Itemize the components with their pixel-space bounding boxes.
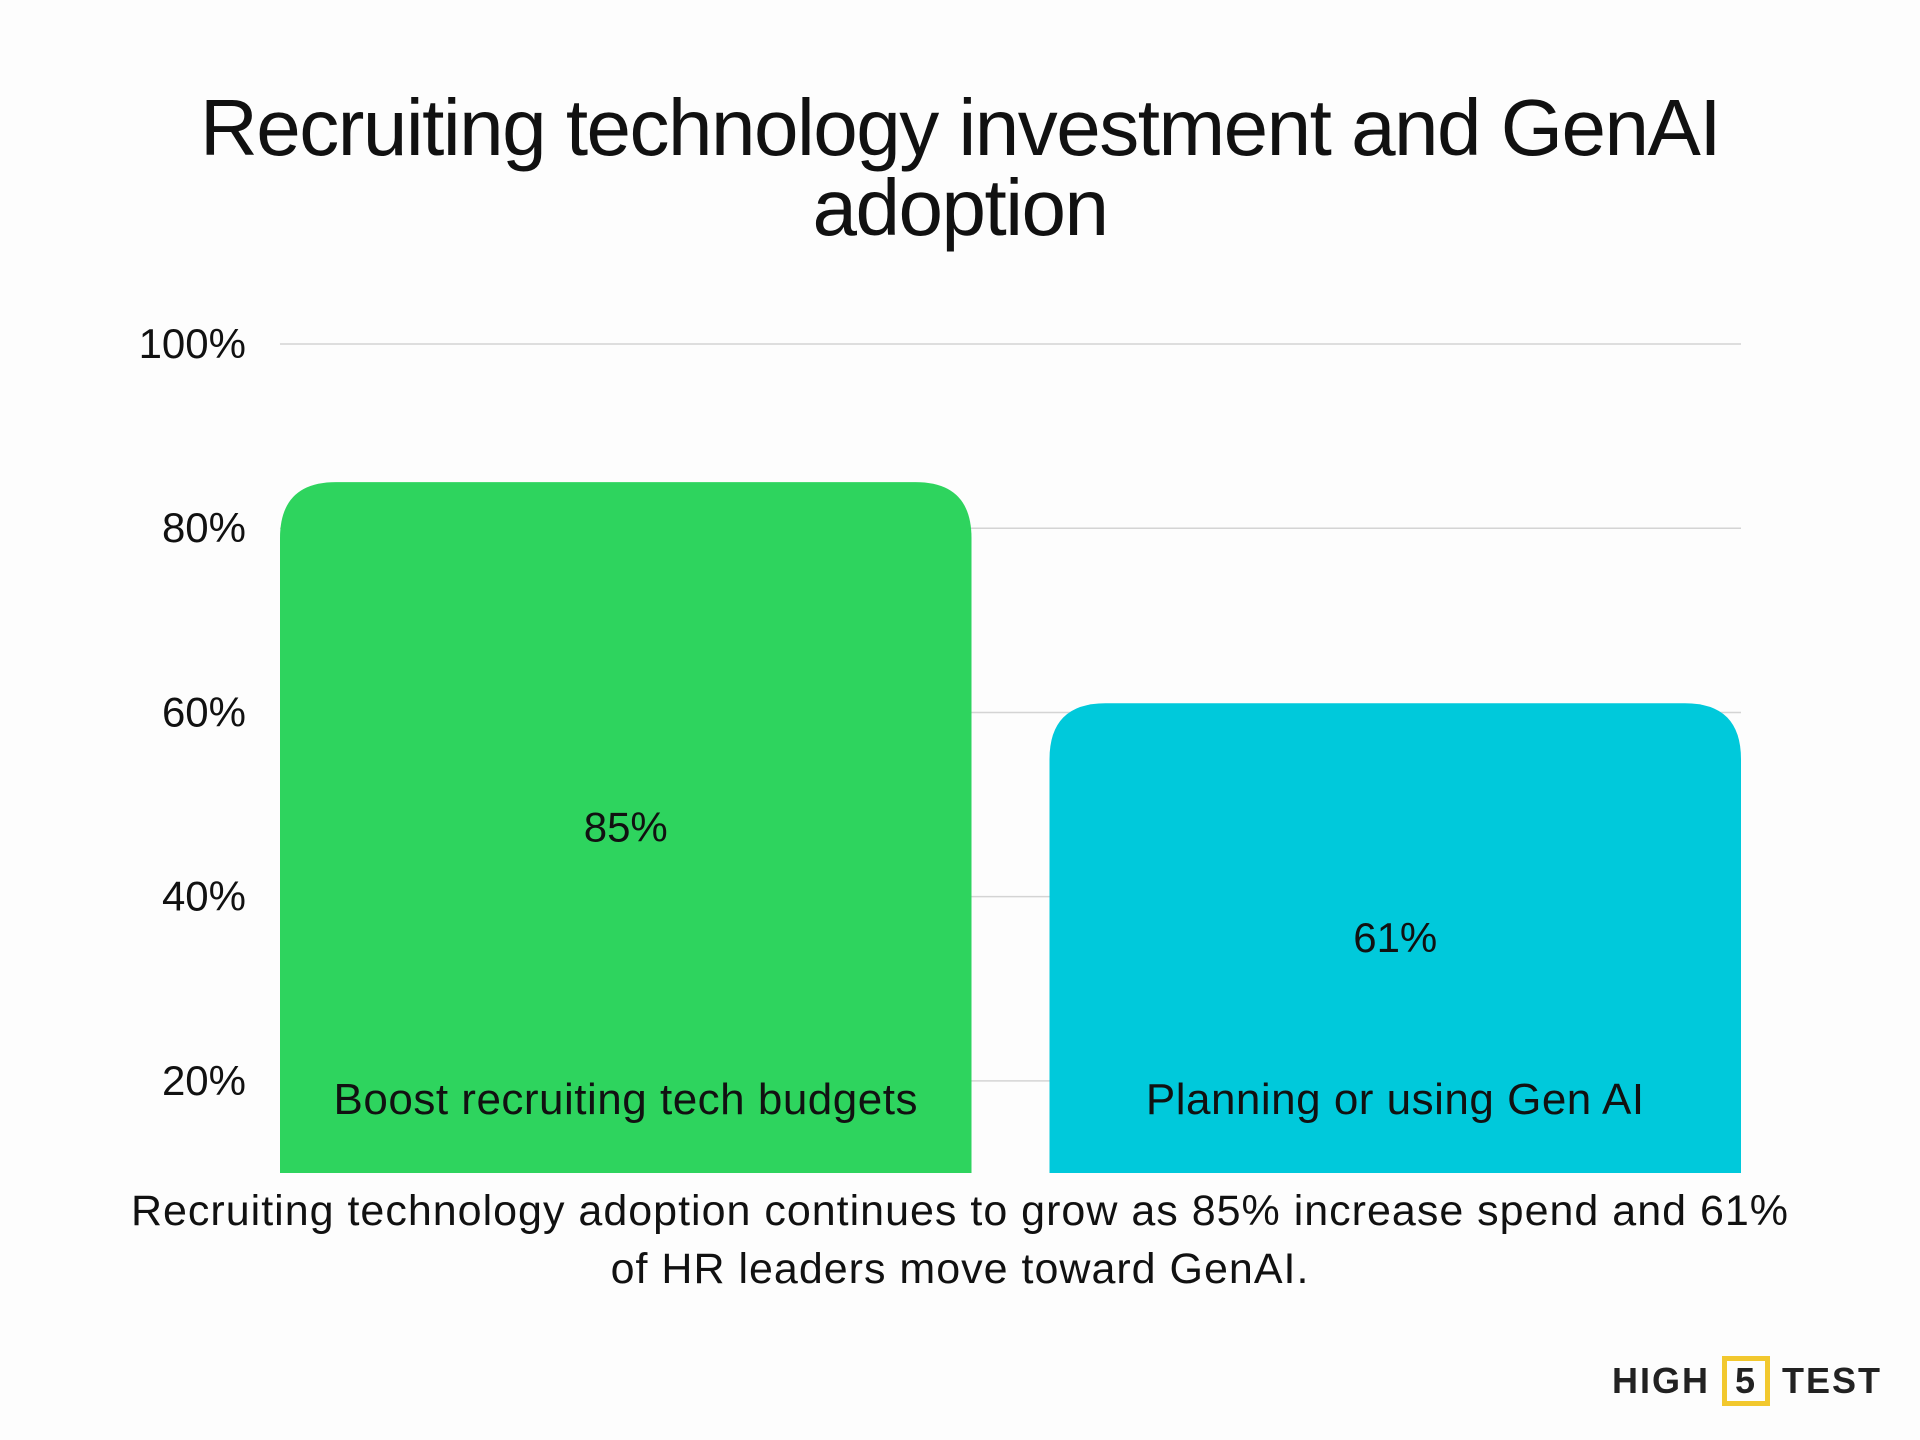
chart-caption: Recruiting technology adoption continues…	[130, 1187, 1790, 1293]
bar-data-label: 61%	[1353, 914, 1437, 961]
bar	[280, 482, 972, 1174]
y-tick-label: 60%	[162, 688, 246, 735]
chart-title: Recruiting technology investment and Gen…	[60, 88, 1860, 248]
bar-chart: 20% 40% 60% 80% 100% 85% Boost recruiting tech…	[139, 320, 1741, 1174]
y-tick-label: 100%	[139, 320, 246, 367]
bar	[1049, 703, 1741, 1173]
x-category-label: Planning or using Gen AI	[1146, 1075, 1645, 1124]
logo-text-5: 5	[1722, 1356, 1771, 1406]
title-line-2: adoption	[812, 163, 1109, 252]
bar-data-label: 85%	[584, 804, 668, 851]
high5test-logo: HIGH 5 TEST	[1612, 1356, 1882, 1406]
y-tick-label: 80%	[162, 504, 246, 551]
y-tick-label: 40%	[162, 873, 246, 920]
x-category-label: Boost recruiting tech budgets	[334, 1075, 918, 1124]
logo-text-high: HIGH	[1612, 1360, 1710, 1401]
title-line-1: Recruiting technology investment and Gen…	[199, 83, 1722, 172]
y-tick-label: 20%	[162, 1057, 246, 1104]
logo-text-test: TEST	[1782, 1360, 1883, 1401]
